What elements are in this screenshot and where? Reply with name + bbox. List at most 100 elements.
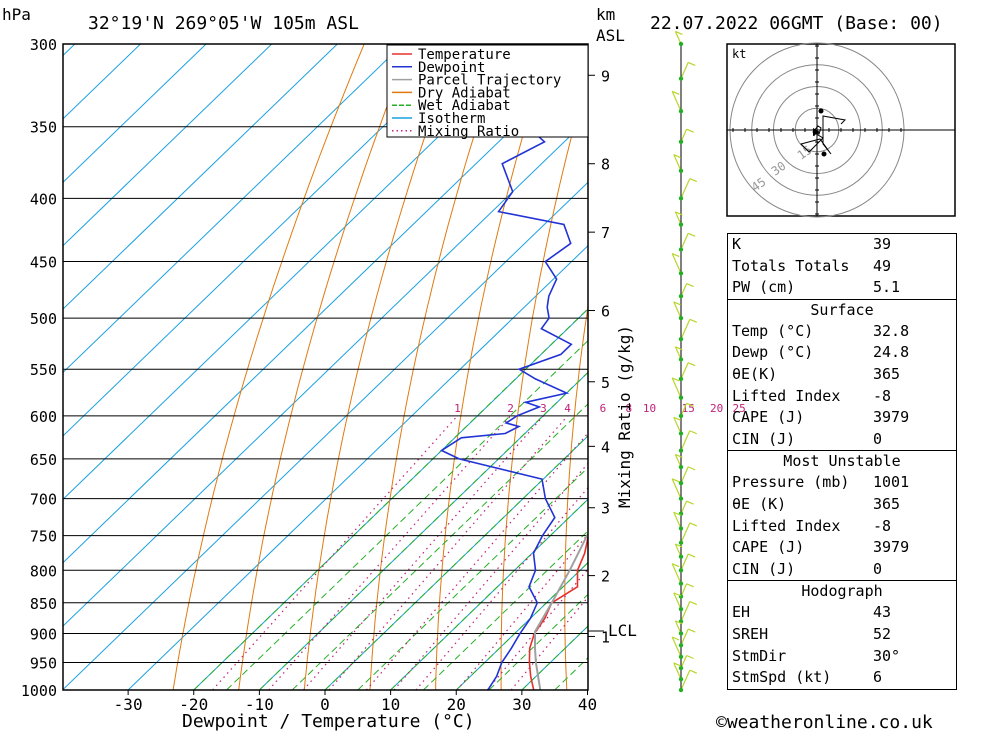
wind-barb-dot [678,431,684,436]
wind-barb [680,403,688,417]
km-tick-label: 2 [601,568,610,586]
wind-barb [673,511,682,529]
asl-label: ASL [596,26,625,45]
most-unstable-title: Most Unstable [783,452,901,471]
wind-barb [674,31,682,45]
x-tick-label: 40 [578,695,597,714]
surface-row: CIN (J) 0 [732,429,883,448]
wind-barb-flag [673,154,682,159]
wind-barb-flag [686,583,694,588]
wind-barb-flag [687,362,696,367]
wind-barb-flag [687,466,696,471]
wind-barb-dot [678,687,684,693]
wind-barb [680,655,688,669]
wind-barb-flag [675,211,683,216]
wind-barb-dot [678,41,684,47]
hodograph-ring-label: 30 [769,159,789,179]
x-tick-label: 10 [381,695,400,714]
mixing-ratio-label: 25 [732,402,745,415]
surface-section: Surface Temp (°C) 32.8 Dewp (°C) 24.8 θE(K… [728,298,956,451]
wind-barb-flag [689,430,698,435]
wind-barb [680,583,688,597]
wind-barb-flag [671,563,680,568]
wind-barb [673,301,682,319]
pressure-tick-label: 500 [30,310,57,328]
hodograph-row: StmSpd (kt) 6 [732,668,883,687]
most-unstable-row: CIN (J) 0 [732,559,883,578]
wind-barb-flag [671,636,680,641]
wind-barb-flag [675,30,683,35]
mixing-ratio-label: 20 [710,402,723,415]
dry-adiabat-line [238,44,412,690]
wind-barb [680,466,689,484]
x-axis-title: Dewpoint / Temperature (°C) [182,711,475,732]
mixing-ratio-label: 10 [643,402,656,415]
isotherm-line [127,244,588,690]
isotherm-line [63,44,469,437]
wind-barb-flag [686,402,694,407]
wind-barb-dot [678,480,684,486]
mixing-ratio-label: 3 [540,402,547,415]
wind-barb-dot [678,76,684,81]
hodograph-section: Hodograph EH 43 SREH 52 StmDir 30° StmSpd (… [728,580,956,688]
legend-label: Temperature [418,47,511,63]
wind-barb-flag [686,500,694,505]
most-unstable-row: CAPE (J) 3979 [732,538,910,557]
pressure-axis: 300 350 400 450 500 550 600 650 700 750 800 850 900 9… [21,36,57,700]
wind-barb [673,154,682,172]
mixing-ratio-line [268,415,511,690]
km-tick-label: 7 [601,224,610,242]
wind-barb-dot [678,247,684,252]
pressure-tick-label: 600 [30,408,57,426]
surface-row: Lifted Index -8 [732,386,892,405]
km-tick-label: 4 [601,438,610,456]
wind-barb-column [671,30,698,693]
wind-barb [680,601,691,622]
pressure-tick-label: 950 [30,654,57,672]
wind-barb-dot [678,315,684,321]
isotherm-line [0,44,9,690]
mixing-ratio-line [302,415,544,690]
wind-barb-dot [678,464,684,470]
mixing-ratio-label: 2 [507,402,514,415]
wind-barb-flag [687,628,696,633]
dry-adiabat-line [961,44,1000,690]
wind-barb [680,500,688,514]
km-tick-label: 9 [601,67,610,85]
pressure-tick-label: 750 [30,528,57,546]
wind-barb-dot [678,554,684,559]
mixing-ratio-label: 6 [600,402,607,415]
wind-barb [674,620,682,634]
mixing-ratio-label: 1 [454,402,461,415]
most-unstable-row: Lifted Index -8 [732,516,892,535]
hodograph-ring-label: 15 [795,143,815,163]
wind-barb [671,478,682,499]
wind-barb [680,233,689,250]
general-indices: K 39 Totals Totals 49 PW (cm) 5.1 [728,234,956,299]
isotherm-line [63,44,141,120]
wind-barb [680,430,691,451]
wind-barb [680,319,691,340]
wind-barb-flag [687,553,696,558]
pressure-tick-label: 700 [30,491,57,509]
wind-barb-flag [689,522,698,527]
parcel-trajectory-profile [534,531,588,690]
wind-barb-flag [673,301,682,306]
dry-adiabat-line [500,72,588,690]
wind-barb-dot [678,448,684,453]
wind-barb [680,362,689,380]
mixing-ratio-line [456,533,588,690]
wind-barb [673,662,682,680]
wind-barb-flag [675,543,683,548]
hodograph-row: EH 43 [732,603,892,622]
dry-adiabat-line [172,44,365,690]
indices-table: K 39 Totals Totals 49 PW (cm) 5.1 Surface T… [727,233,957,690]
km-tick-label: 1 [601,628,610,646]
mixing-ratio-label: 4 [564,402,571,415]
wind-barb-flag [687,232,696,237]
surface-row: Temp (°C) 32.8 [732,321,910,340]
isotherm-line [63,44,404,374]
wind-barb-flag [689,601,698,606]
wind-barb-flag [671,90,680,95]
